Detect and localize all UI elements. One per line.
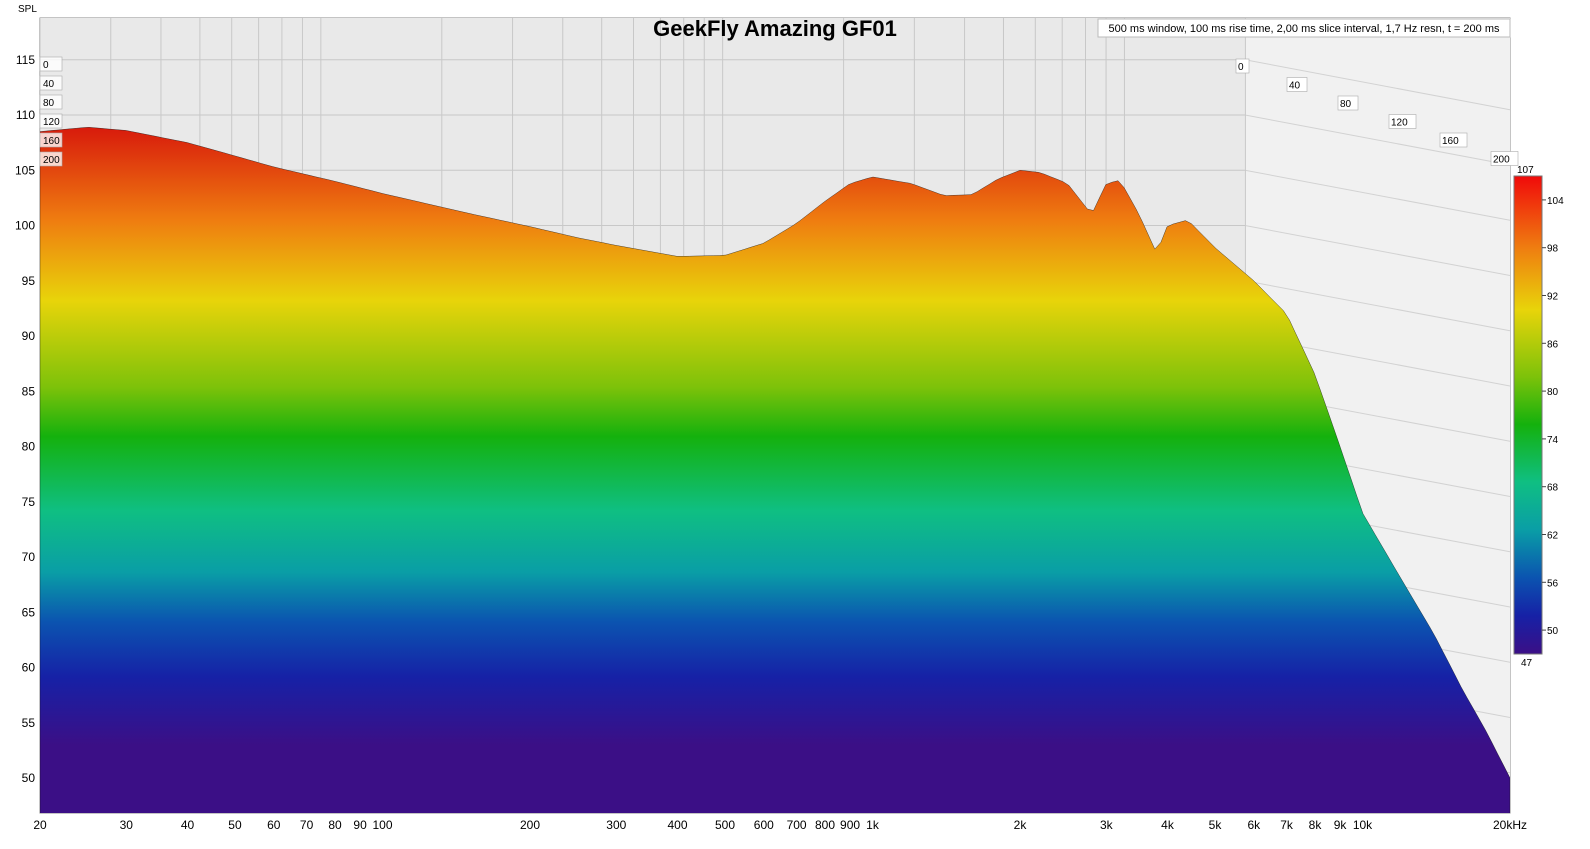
- x-tick-label: 600: [754, 818, 774, 832]
- colorbar-tick-label: 104: [1547, 196, 1564, 207]
- y-tick-label: 75: [22, 495, 36, 509]
- x-tick-label: 200: [520, 818, 540, 832]
- waterfall-slice: [40, 127, 1510, 813]
- time-tick-box: [1439, 132, 1468, 148]
- colorbar-min-label: 47: [1521, 658, 1533, 669]
- y-tick-label: 110: [16, 108, 35, 122]
- x-tick-label: 1k: [866, 818, 880, 832]
- y-tick-label: 105: [15, 163, 35, 177]
- y-gridline-side: [1244, 169, 1510, 221]
- x-tick-label: 6k: [1247, 818, 1261, 832]
- colorbar-tick-label: 68: [1547, 483, 1559, 494]
- x-axis-ticks: 20 30 40 50 60 70 80 90 100 200 300 400 500 600 700 800…: [33, 818, 1527, 832]
- y-tick-label: 60: [22, 661, 36, 675]
- x-tick-label: 30: [120, 818, 134, 832]
- x-tick-label: 700: [787, 818, 807, 832]
- x-tick-label: 10k: [1353, 818, 1373, 832]
- colorbar-tick-label: 86: [1547, 339, 1559, 350]
- x-tick-label: 9k: [1334, 818, 1348, 832]
- y-gridline-side: [1244, 59, 1510, 111]
- time-tick-label: 120: [43, 117, 60, 128]
- colorbar-tick-label: 56: [1547, 578, 1559, 589]
- y-tick-label: 55: [22, 716, 36, 730]
- y-gridline-side: [1244, 280, 1510, 332]
- colorbar-tick-label: 50: [1547, 626, 1559, 637]
- x-tick-label: 500: [715, 818, 735, 832]
- x-tick-label: 70: [300, 818, 314, 832]
- x-tick-label: 400: [667, 818, 687, 832]
- colorbar-max-label: 107: [1517, 165, 1534, 176]
- time-tick-label: 160: [43, 136, 60, 147]
- x-tick-label: 50: [228, 818, 242, 832]
- y-axis-label: SPL: [18, 4, 37, 15]
- y-tick-label: 70: [22, 550, 36, 564]
- y-axis-ticks: 115 110 105 100 95 90 85 80 75 70 65 60 55 50: [15, 53, 35, 785]
- time-tick-box: [1235, 58, 1250, 74]
- x-tick-label: 40: [181, 818, 195, 832]
- y-gridline-side: [1244, 114, 1510, 166]
- x-tick-label: 80: [328, 818, 342, 832]
- x-tick-label: 5k: [1209, 818, 1223, 832]
- time-tick-box: [39, 113, 63, 129]
- colorbar-tick-label: 62: [1547, 531, 1559, 542]
- x-tick-label: 20: [33, 818, 47, 832]
- x-tick-label: 2k: [1014, 818, 1028, 832]
- colorbar-tick-label: 92: [1547, 292, 1559, 303]
- chart-title: GeekFly Amazing GF01: [653, 16, 897, 41]
- x-tick-label: 8k: [1309, 818, 1323, 832]
- y-tick-label: 80: [22, 440, 36, 454]
- time-tick-label: 0: [43, 60, 49, 71]
- x-tick-label: 900: [840, 818, 860, 832]
- time-tick-label: 80: [43, 98, 55, 109]
- time-tick-label: 160: [1442, 136, 1459, 147]
- y-tick-label: 50: [22, 771, 36, 785]
- y-tick-label: 85: [22, 384, 36, 398]
- x-tick-label: 3k: [1100, 818, 1114, 832]
- x-tick-label: 300: [606, 818, 626, 832]
- waterfall-surface: [40, 127, 1510, 813]
- y-tick-label: 90: [22, 329, 36, 343]
- time-tick-box: [39, 94, 63, 110]
- time-tick-box: [1337, 95, 1359, 111]
- x-tick-label: 7k: [1280, 818, 1294, 832]
- time-tick-box: [1490, 151, 1519, 166]
- y-tick-label: 65: [22, 605, 36, 619]
- info-box: [1097, 18, 1511, 38]
- time-tick-label: 0: [1238, 62, 1244, 73]
- x-tick-label: 4k: [1161, 818, 1175, 832]
- colorbar-ticks: 104 98 92 86 80 74 68 62 56 50: [1542, 196, 1564, 637]
- time-tick-box: [1286, 77, 1308, 92]
- time-tick-box: [1388, 114, 1417, 129]
- time-tick-label: 40: [1289, 81, 1301, 92]
- colorbar-tick-label: 80: [1547, 387, 1559, 398]
- y-tick-label: 95: [22, 274, 36, 288]
- time-tick-label: 40: [43, 79, 55, 90]
- time-tick-label: 200: [43, 155, 60, 166]
- time-tick-label: 200: [1493, 155, 1510, 166]
- time-tick-label: 80: [1340, 99, 1352, 110]
- colorbar-tick-label: 74: [1547, 435, 1559, 446]
- info-text: 500 ms window, 100 ms rise time, 2,00 ms…: [1109, 23, 1500, 35]
- y-tick-label: 100: [15, 219, 35, 233]
- time-axis-ticks: 0 40 80 120 160 200 0 40 80 120 160 200: [39, 56, 1519, 167]
- time-tick-box: [39, 132, 63, 148]
- y-gridline-side: [1244, 225, 1510, 276]
- y-tick-label: 115: [16, 53, 35, 67]
- x-tick-label: 800: [815, 818, 835, 832]
- x-tick-label: 90: [353, 818, 367, 832]
- time-tick-box: [39, 75, 63, 91]
- x-tick-label: 60: [267, 818, 281, 832]
- time-tick-box: [39, 151, 63, 167]
- x-tick-label: 100: [372, 818, 392, 832]
- time-tick-label: 120: [1391, 118, 1408, 129]
- colorbar: [1513, 175, 1543, 655]
- x-tick-label: 20kHz: [1493, 818, 1527, 832]
- colorbar-tick-label: 98: [1547, 244, 1559, 255]
- time-tick-box: [39, 56, 63, 72]
